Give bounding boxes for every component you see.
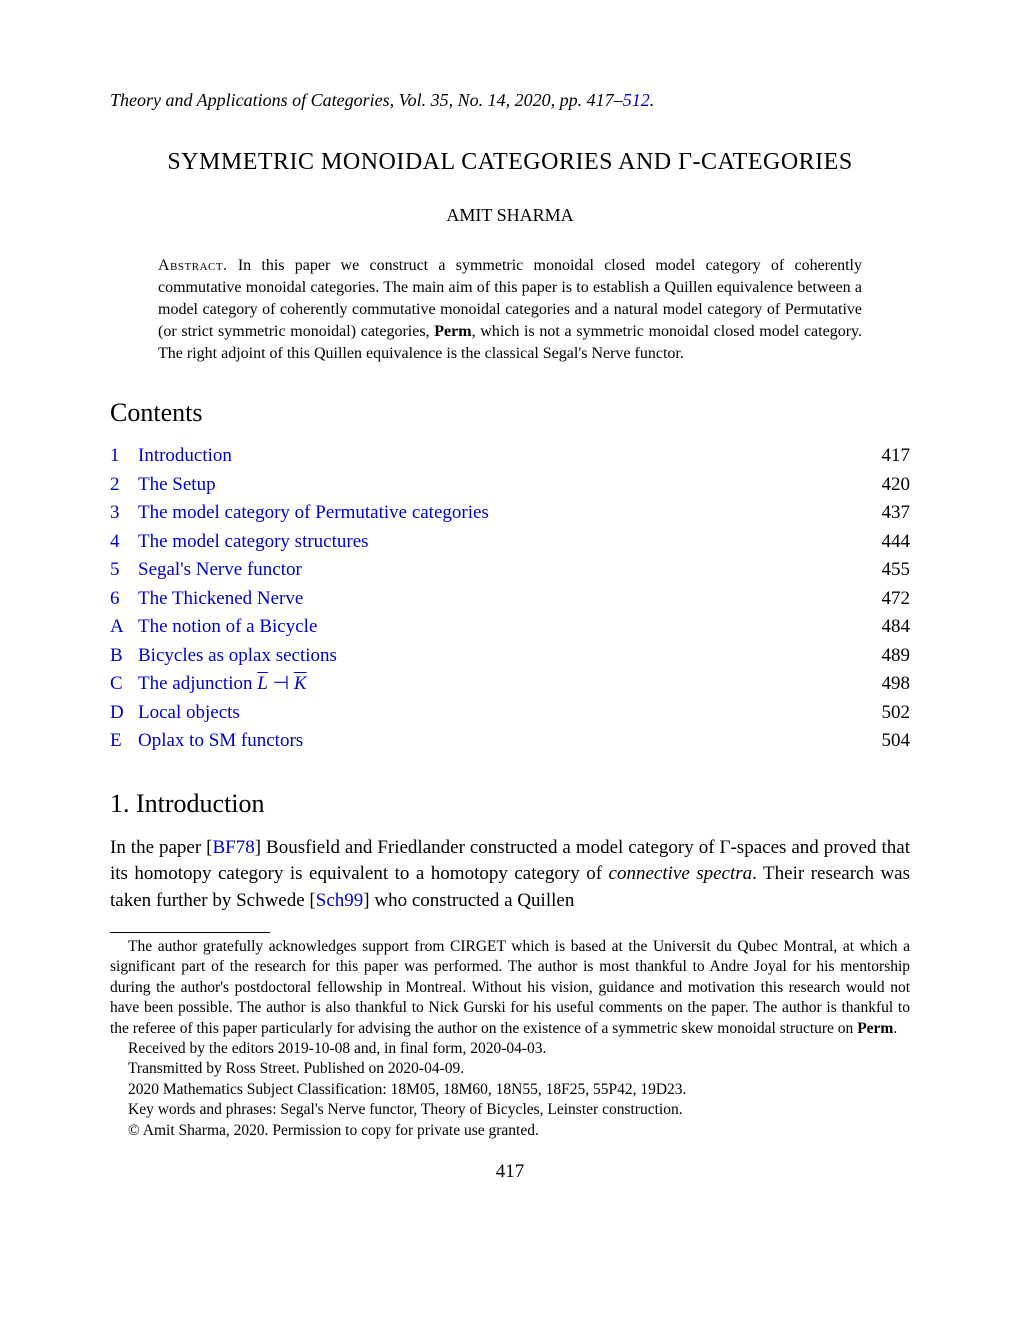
toc-page: 502 — [872, 699, 911, 728]
toc-number: B — [110, 642, 138, 671]
toc-number: E — [110, 727, 138, 756]
toc-row[interactable]: EOplax to SM functors504 — [110, 727, 910, 756]
toc-title[interactable]: The Thickened Nerve — [138, 585, 872, 614]
footnote-ack: The author gratefully acknowledges suppo… — [110, 937, 910, 1039]
toc-number: C — [110, 670, 138, 699]
toc-row[interactable]: 6The Thickened Nerve472 — [110, 585, 910, 614]
intro-t4: ] who constructed a Quillen — [363, 890, 574, 911]
intro-ital1: connective spectra — [609, 863, 753, 884]
toc-page: 484 — [872, 613, 911, 642]
toc-row[interactable]: 5Segal's Nerve functor455 — [110, 556, 910, 585]
toc-number: 1 — [110, 442, 138, 471]
toc-title[interactable]: Local objects — [138, 699, 872, 728]
toc-title[interactable]: The adjunction L ⊣ K — [138, 670, 872, 699]
toc-number: D — [110, 699, 138, 728]
end-page-link[interactable]: 512 — [623, 90, 650, 110]
footnote-msc: 2020 Mathematics Subject Classification:… — [110, 1080, 910, 1100]
journal-header: Theory and Applications of Categories, V… — [110, 88, 910, 112]
toc-row[interactable]: DLocal objects502 — [110, 699, 910, 728]
intro-t1: In the paper [ — [110, 837, 213, 858]
intro-paragraph: In the paper [BF78] Bousfield and Friedl… — [110, 835, 910, 914]
toc-title[interactable]: The Setup — [138, 471, 872, 500]
toc-title[interactable]: Introduction — [138, 442, 872, 471]
toc-title[interactable]: Bicycles as oplax sections — [138, 642, 872, 671]
toc-row[interactable]: CThe adjunction L ⊣ K498 — [110, 670, 910, 699]
toc-title[interactable]: Oplax to SM functors — [138, 727, 872, 756]
journal-name: Theory and Applications of Categories, — [110, 90, 394, 110]
toc-page: 504 — [872, 727, 911, 756]
toc-row[interactable]: 1Introduction417 — [110, 442, 910, 471]
footnote-transmitted: Transmitted by Ross Street. Published on… — [110, 1059, 910, 1079]
ack-text-2: . — [893, 1020, 897, 1037]
toc-page: 437 — [872, 499, 911, 528]
section-1-heading: 1. Introduction — [110, 786, 910, 821]
ack-perm: Perm — [857, 1020, 893, 1037]
footnote-rule — [110, 932, 270, 933]
toc-page: 472 — [872, 585, 911, 614]
footnote-keywords: Key words and phrases: Segal's Nerve fun… — [110, 1100, 910, 1120]
toc-page: 498 — [872, 670, 911, 699]
cite-sch99[interactable]: Sch99 — [316, 890, 364, 911]
toc-row[interactable]: AThe notion of a Bicycle484 — [110, 613, 910, 642]
toc-title[interactable]: Segal's Nerve functor — [138, 556, 872, 585]
journal-vol: Vol. 35, No. 14, 2020, pp. 417 — [394, 90, 614, 110]
toc-number: 2 — [110, 471, 138, 500]
toc-page: 489 — [872, 642, 911, 671]
toc-page: 420 — [872, 471, 911, 500]
abstract-label: Abstract. — [158, 257, 228, 274]
cite-bf78[interactable]: BF78 — [213, 837, 255, 858]
table-of-contents: 1Introduction4172The Setup4203The model … — [110, 442, 910, 756]
abstract-block: Abstract. In this paper we construct a s… — [158, 255, 862, 365]
author-name: AMIT SHARMA — [110, 203, 910, 227]
toc-title[interactable]: The notion of a Bicycle — [138, 613, 872, 642]
page-number: 417 — [110, 1159, 910, 1185]
toc-number: 5 — [110, 556, 138, 585]
footnote-copyright: © Amit Sharma, 2020. Permission to copy … — [110, 1121, 910, 1141]
toc-number: 6 — [110, 585, 138, 614]
journal-dash: – — [614, 90, 623, 110]
footnotes-block: The author gratefully acknowledges suppo… — [110, 937, 910, 1142]
toc-number: A — [110, 613, 138, 642]
toc-row[interactable]: 4The model category structures444 — [110, 528, 910, 557]
abstract-perm: Perm — [434, 323, 471, 340]
toc-page: 444 — [872, 528, 911, 557]
toc-row[interactable]: 2The Setup420 — [110, 471, 910, 500]
ack-text-1: The author gratefully acknowledges suppo… — [110, 938, 910, 1037]
contents-heading: Contents — [110, 395, 910, 430]
toc-number: 3 — [110, 499, 138, 528]
toc-page: 417 — [872, 442, 911, 471]
toc-page: 455 — [872, 556, 911, 585]
toc-row[interactable]: BBicycles as oplax sections489 — [110, 642, 910, 671]
footnote-received: Received by the editors 2019-10-08 and, … — [110, 1039, 910, 1059]
toc-title[interactable]: The model category of Permutative catego… — [138, 499, 872, 528]
toc-number: 4 — [110, 528, 138, 557]
page-title: SYMMETRIC MONOIDAL CATEGORIES AND Γ-CATE… — [110, 146, 910, 178]
toc-row[interactable]: 3The model category of Permutative categ… — [110, 499, 910, 528]
journal-period: . — [650, 90, 655, 110]
toc-title[interactable]: The model category structures — [138, 528, 872, 557]
